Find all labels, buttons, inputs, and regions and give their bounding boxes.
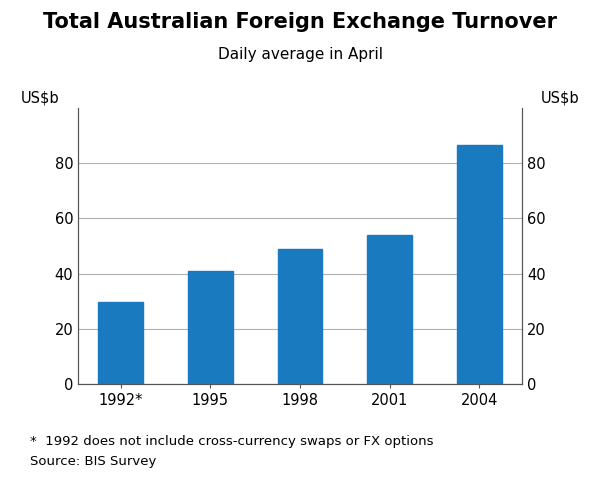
Bar <box>98 303 143 384</box>
Bar <box>367 235 412 384</box>
Bar <box>188 271 233 384</box>
Bar <box>457 146 502 384</box>
Text: *  1992 does not include cross-currency swaps or FX options: * 1992 does not include cross-currency s… <box>30 435 433 448</box>
Bar <box>278 249 322 384</box>
Text: Source: BIS Survey: Source: BIS Survey <box>30 455 157 468</box>
Text: Total Australian Foreign Exchange Turnover: Total Australian Foreign Exchange Turnov… <box>43 12 557 32</box>
Text: US$b: US$b <box>20 91 59 105</box>
Text: Daily average in April: Daily average in April <box>218 47 383 62</box>
Text: US$b: US$b <box>541 91 580 105</box>
